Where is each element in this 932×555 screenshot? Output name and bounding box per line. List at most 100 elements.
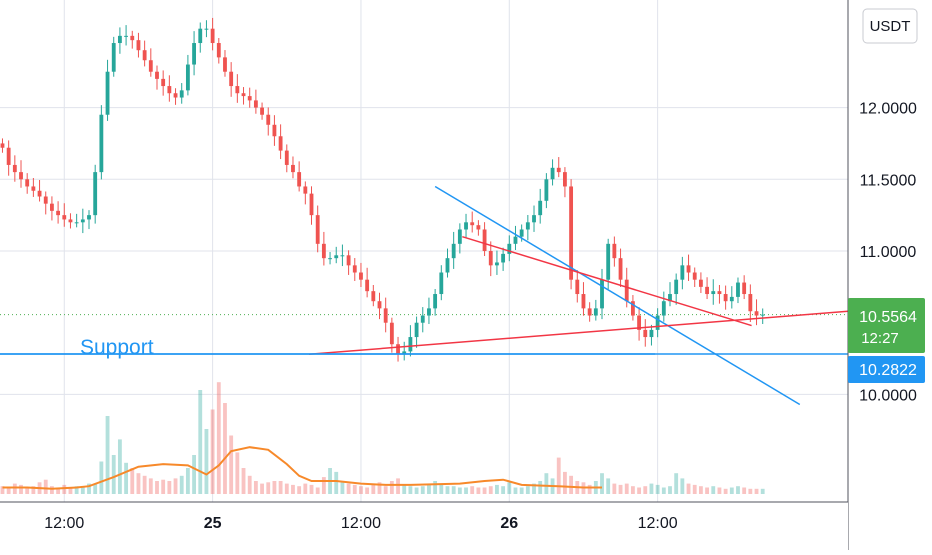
volume-bar bbox=[445, 486, 450, 494]
volume-bar bbox=[359, 486, 363, 494]
candle-body bbox=[464, 222, 468, 230]
candle-body bbox=[760, 314, 765, 316]
volume-bar bbox=[606, 478, 611, 494]
volume-bar bbox=[649, 483, 654, 494]
volume-bar bbox=[68, 487, 73, 494]
candle-body bbox=[476, 225, 481, 230]
support-label: Support bbox=[80, 336, 154, 359]
volume-bar bbox=[25, 487, 30, 494]
volume-bar bbox=[235, 452, 240, 494]
trendline-wedge-lower bbox=[308, 310, 849, 356]
trendline-descending-resistance bbox=[434, 185, 801, 406]
volume-moving-average bbox=[2, 446, 603, 490]
volume-bar bbox=[402, 484, 407, 494]
volume-bar bbox=[408, 486, 413, 494]
candle-body bbox=[501, 253, 506, 263]
price-axis-panel[interactable] bbox=[848, 0, 932, 550]
volume-bar bbox=[12, 483, 17, 494]
candle-body bbox=[488, 251, 493, 266]
price-tick-label: 11.0000 bbox=[860, 244, 917, 261]
candle-body bbox=[736, 282, 740, 297]
time-tick-label: 12:00 bbox=[638, 515, 678, 532]
price-tick-label: 12.0000 bbox=[859, 101, 917, 118]
candle-body bbox=[587, 308, 592, 316]
candle-body bbox=[266, 114, 271, 125]
candle-body bbox=[192, 43, 196, 65]
candle-body bbox=[309, 193, 314, 216]
volume-bar bbox=[173, 478, 178, 494]
volume-bar bbox=[600, 473, 604, 494]
volume-bar bbox=[0, 486, 5, 494]
candle-body bbox=[142, 50, 147, 61]
volume-bar bbox=[680, 478, 685, 494]
candle-body bbox=[12, 164, 17, 173]
volume-bar bbox=[698, 486, 703, 494]
volume-bar bbox=[321, 477, 326, 494]
volume-bar bbox=[464, 487, 468, 494]
volume-bar bbox=[587, 484, 592, 494]
candle-body bbox=[748, 294, 753, 312]
candle-body bbox=[0, 143, 5, 148]
candle-body bbox=[359, 272, 363, 280]
volume-bar bbox=[266, 482, 271, 494]
volume-bar bbox=[717, 487, 722, 494]
volume-bar bbox=[544, 473, 549, 494]
candle-body bbox=[544, 179, 549, 201]
volume-bar bbox=[309, 484, 314, 494]
candle-body bbox=[729, 296, 734, 302]
volume-bar bbox=[748, 488, 753, 494]
volume-bar bbox=[711, 486, 716, 494]
candle-body bbox=[457, 229, 462, 244]
candle-body bbox=[278, 136, 283, 151]
volume-bar bbox=[389, 481, 394, 494]
volume-bar bbox=[414, 487, 419, 494]
volume-bar bbox=[377, 482, 382, 494]
candle-body bbox=[340, 255, 345, 257]
candle-body bbox=[507, 243, 512, 254]
candle-body bbox=[612, 243, 617, 259]
volume-bar bbox=[111, 455, 116, 494]
candle-body bbox=[742, 282, 747, 295]
candle-body bbox=[235, 86, 240, 94]
volume-bar bbox=[705, 487, 709, 494]
candle-body bbox=[56, 210, 61, 216]
volume-bar bbox=[630, 486, 635, 494]
volume-bar bbox=[495, 484, 499, 494]
candle-body bbox=[698, 279, 703, 287]
volume-bar bbox=[427, 484, 431, 494]
candle-body bbox=[563, 172, 567, 187]
candle-body bbox=[105, 71, 110, 115]
volume-bar bbox=[346, 483, 351, 494]
candle-countdown: 12:27 bbox=[861, 330, 899, 347]
candle-body bbox=[711, 291, 716, 295]
candle-body bbox=[377, 301, 382, 309]
trendlines bbox=[0, 185, 849, 406]
volume-bar bbox=[340, 481, 345, 494]
candle-body bbox=[692, 272, 697, 280]
candle-body bbox=[705, 286, 709, 295]
candle-body bbox=[284, 150, 289, 165]
candle-body bbox=[80, 219, 85, 223]
volume-bar bbox=[439, 483, 444, 494]
volume-bar bbox=[204, 429, 209, 494]
volume-bar bbox=[742, 487, 747, 494]
volume-bar bbox=[80, 487, 85, 494]
candle-body bbox=[136, 40, 141, 51]
volume-bar bbox=[352, 484, 357, 494]
time-tick-label: 26 bbox=[500, 515, 518, 532]
time-axis-panel[interactable] bbox=[0, 502, 848, 550]
volume-bar bbox=[117, 439, 122, 494]
volume-bar bbox=[136, 473, 141, 494]
volume-bar bbox=[142, 475, 147, 494]
candle-body bbox=[451, 243, 456, 259]
volume-bar bbox=[155, 481, 159, 494]
candle-body bbox=[402, 351, 407, 355]
candle-body bbox=[161, 78, 166, 87]
volume-bar bbox=[569, 475, 574, 494]
volume-bar bbox=[229, 435, 234, 494]
volume-bar bbox=[729, 487, 734, 494]
candle-body bbox=[74, 222, 79, 224]
volume-bar bbox=[161, 479, 166, 494]
currency-button[interactable]: USDT bbox=[862, 8, 918, 44]
